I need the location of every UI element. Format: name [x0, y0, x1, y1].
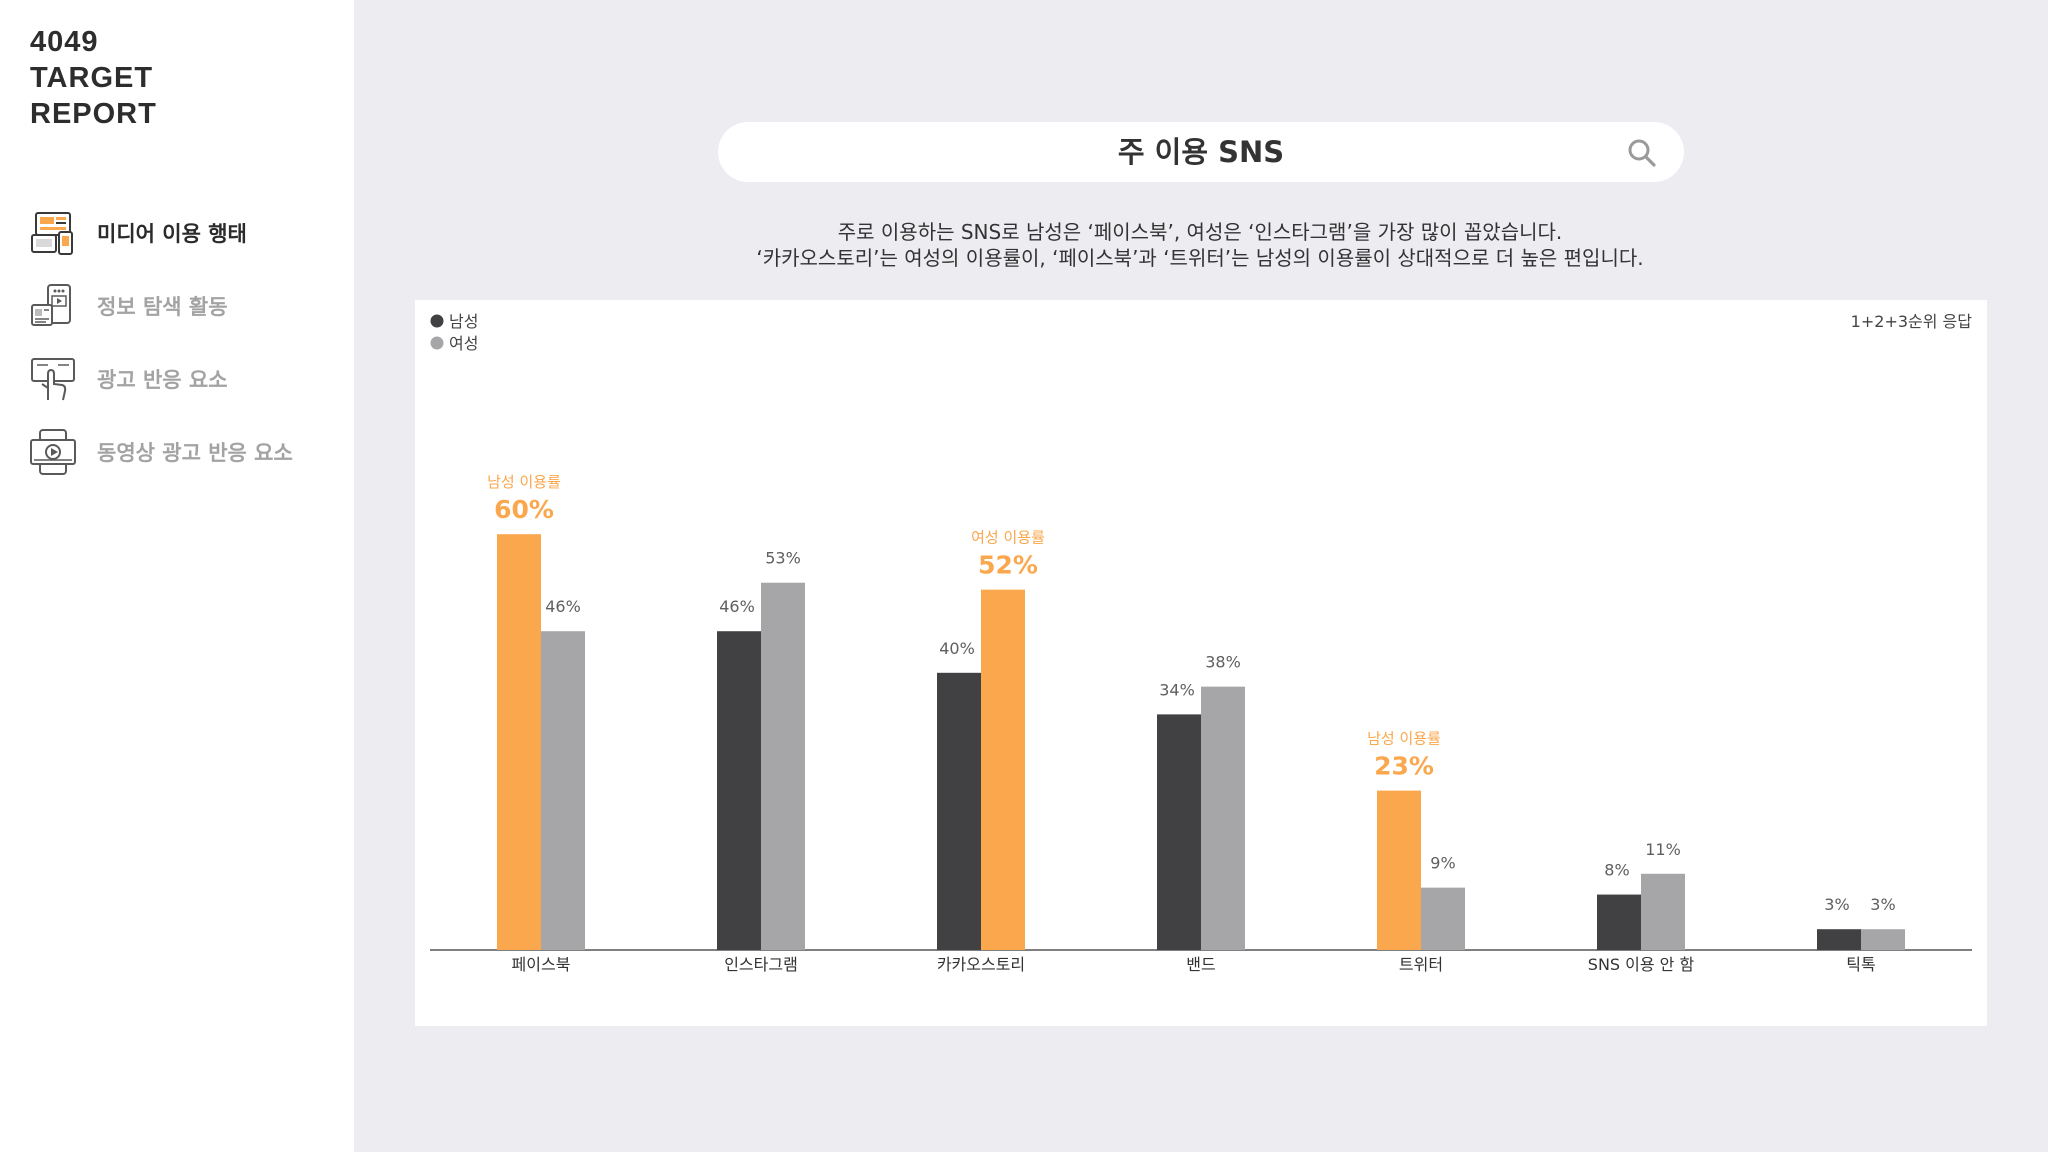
x-tick-label: SNS 이용 안 함 [1588, 955, 1695, 974]
data-label: 34% [1159, 680, 1195, 699]
x-tick-label: 인스타그램 [724, 955, 798, 974]
bar [1817, 929, 1861, 950]
bar [1377, 790, 1421, 950]
highlight-caption: 여성 이용률 [971, 529, 1045, 547]
data-label: 3% [1870, 895, 1895, 914]
description-line: 주로 이용하는 SNS로 남성은 ‘페이스북’, 여성은 ‘인스타그램’을 가장… [837, 220, 1563, 244]
logo-line: TARGET [30, 62, 154, 94]
x-tick-label: 밴드 [1186, 955, 1215, 974]
highlight-caption: 남성 이용률 [487, 473, 561, 491]
chart-note: 1+2+3순위 응답 [1851, 312, 1973, 331]
sidebar-item-ad-response[interactable]: 광고 반응 요소 [28, 354, 338, 404]
sidebar-item-video-ad-response[interactable]: 동영상 광고 반응 요소 [28, 427, 338, 477]
search-icon[interactable] [1626, 137, 1658, 169]
video-ad-icon [30, 429, 76, 475]
bar [541, 631, 585, 950]
data-label: 8% [1604, 861, 1629, 880]
page-title: 주 이용 SNS [1117, 135, 1285, 169]
info-search-icon [31, 284, 71, 326]
chart-description: 주로 이용하는 SNS로 남성은 ‘페이스북’, 여성은 ‘인스타그램’을 가장… [340, 219, 2048, 271]
highlight-value: 52% [978, 551, 1038, 580]
search-bar[interactable]: 주 이용 SNS [718, 122, 1684, 182]
data-label: 9% [1430, 854, 1455, 873]
highlight-value: 60% [494, 495, 554, 524]
sidebar-item-label: 미디어 이용 행태 [97, 222, 247, 246]
data-label: 3% [1824, 895, 1849, 914]
data-label: 38% [1205, 653, 1241, 672]
bar [937, 672, 981, 950]
touch-ad-icon [31, 358, 75, 401]
x-tick-label: 트위터 [1399, 955, 1443, 974]
bar [1861, 929, 1905, 950]
report-logo: 4049 TARGET REPORT [30, 24, 157, 132]
sidebar-item-media-usage[interactable]: 미디어 이용 행태 [28, 208, 338, 258]
legend-marker [430, 336, 444, 350]
bar [1157, 714, 1201, 950]
bar [761, 582, 805, 950]
bar [1641, 873, 1685, 950]
bar [1201, 686, 1245, 950]
highlight-value: 23% [1374, 752, 1434, 781]
sidebar-item-label: 정보 탐색 활동 [97, 295, 228, 319]
x-tick-label: 틱톡 [1846, 955, 1875, 974]
x-tick-label: 페이스북 [512, 955, 571, 974]
media-devices-icon [31, 212, 73, 255]
data-label: 53% [765, 549, 801, 568]
legend-label: 여성 [449, 334, 478, 353]
bar [1597, 894, 1641, 950]
bar [717, 631, 761, 950]
data-label: 40% [939, 639, 975, 658]
sidebar-item-info-search[interactable]: 정보 탐색 활동 [28, 281, 338, 331]
description-line: ‘카카오스토리’는 여성의 이용률이, ‘페이스북’과 ‘트위터’는 남성의 이… [756, 246, 1644, 270]
bar [981, 589, 1025, 950]
sidebar-item-label: 동영상 광고 반응 요소 [97, 441, 293, 465]
logo-line: 4049 [30, 26, 99, 58]
sidebar: 4049 TARGET REPORT 미디어 이용 행태 [0, 0, 354, 1152]
data-label: 46% [719, 597, 755, 616]
highlight-caption: 남성 이용률 [1367, 730, 1441, 748]
legend-label: 남성 [449, 312, 478, 331]
bar [497, 534, 541, 950]
logo-line: REPORT [30, 98, 157, 130]
legend-marker [430, 314, 444, 328]
bar [1421, 887, 1465, 950]
sidebar-item-label: 광고 반응 요소 [97, 368, 228, 392]
x-tick-label: 카카오스토리 [937, 955, 1025, 974]
data-label: 46% [545, 597, 581, 616]
data-label: 11% [1645, 840, 1681, 859]
